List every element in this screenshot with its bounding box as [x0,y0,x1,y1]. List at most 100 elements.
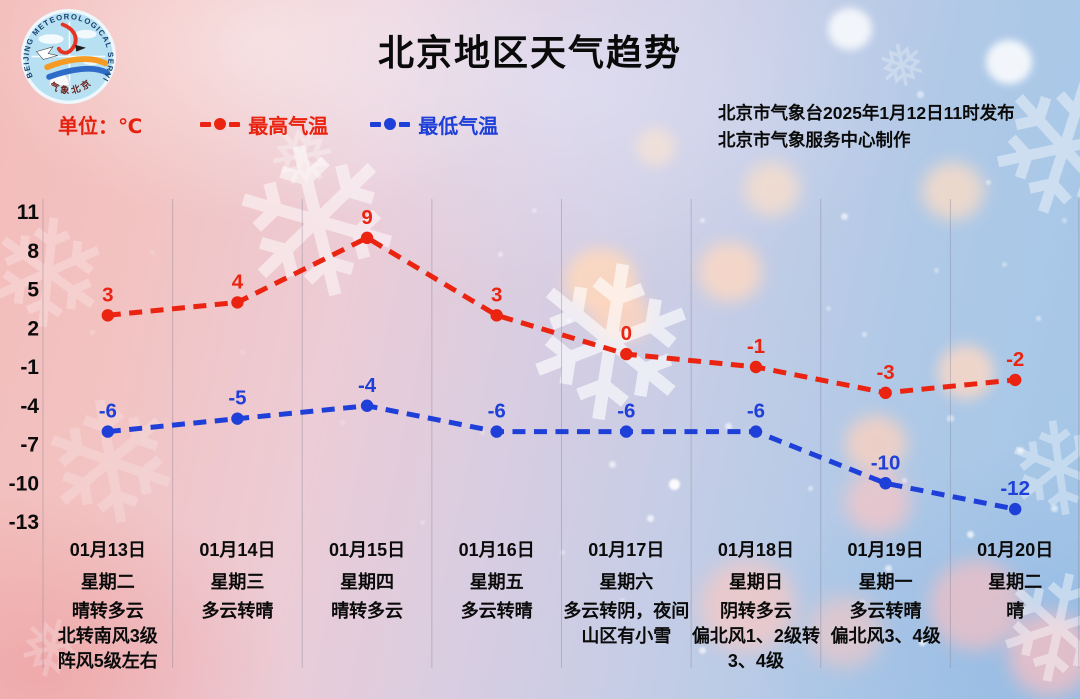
data-point [749,425,763,438]
red-dashed-line-icon [200,118,241,130]
column-date: 01月18日 [717,540,794,560]
weather-line: 偏北风1、2级转 [691,626,820,646]
bokeh-blob [565,248,637,314]
issued-info: 北京市气象台2025年1月12日11时发布 北京市气象服务中心制作 [718,100,1015,154]
bokeh-blob [698,242,762,302]
legend-label: 最低气温 [418,115,499,138]
column-weather: 多云转晴 [153,599,323,624]
weather-line: 晴 [1006,601,1025,621]
bokeh-blob [845,415,907,473]
series-line [107,234,1016,396]
y-tick-label: -13 [9,511,39,534]
data-point-label: -10 [871,451,901,474]
y-tick-label: 11 [17,201,40,224]
snowflake-icon: ❄ [0,184,120,366]
forecast-column: 01月18日 星期日 阴转多云 偏北风1、2级转 3、4级 [691,530,821,680]
bokeh-blob [636,128,676,166]
data-point-label: -6 [617,400,635,423]
bokeh-blob [922,162,984,220]
data-point [101,425,115,438]
column-weekday: 星期六 [599,572,654,592]
snowflake-icon: ❄ [24,359,198,571]
column-weather: 晴转多云北转南风3级 阵风5级左右 [23,599,193,674]
data-point-label: -3 [876,361,894,384]
snowflake-icon: ❄ [502,212,718,479]
data-point [360,399,374,412]
column-date: 01月14日 [199,540,276,560]
column-weather: 多云转晴偏北风3、4级 [801,599,971,649]
snowflake-icon: ❄ [978,534,1080,699]
forecast-column: 01月17日 星期六 多云转阴，夜间 山区有小雪 [562,530,692,680]
column-weekday: 星期四 [340,572,395,592]
data-point-label: -6 [747,400,765,423]
bokeh-blob [744,162,800,216]
weather-line: 多云转晴 [849,601,922,621]
data-point [879,386,892,400]
bokeh-blob [808,596,882,668]
data-point-label: -2 [1006,348,1024,371]
data-point [1008,373,1022,387]
column-weather: 多云转晴 [412,599,582,624]
weather-line: 多云转阴，夜间 [563,601,690,621]
data-point-label: 4 [232,270,244,293]
legend-item-low-temp: 最低气温 [370,110,498,139]
data-point [490,425,503,438]
column-weather: 多云转阴，夜间 山区有小雪 [542,599,712,649]
y-tick-label: -10 [9,472,39,495]
legend-label: 最高气温 [248,115,329,138]
weather-line: 阵风5级左右 [57,651,158,671]
data-point [620,347,633,361]
weather-line: 偏北风3、4级 [830,626,941,646]
column-date: 01月17日 [588,540,665,560]
data-point [1008,502,1022,516]
legend-item-high-temp: 最高气温 [200,110,328,139]
column-date: 01月19日 [847,540,924,560]
legend-row: 单位：℃ 最高气温 最低气温 [58,110,540,139]
forecast-column: 01月20日 星期二晴 [950,530,1080,680]
bokeh-blob [938,345,994,399]
column-weekday: 星期日 [728,572,783,592]
column-date: 01月15日 [329,540,406,560]
data-point [749,360,763,374]
column-weekday: 星期二 [988,572,1043,592]
snowflake-icon: ❄ [204,89,432,360]
column-weekday: 星期三 [210,572,265,592]
snow-dots [0,0,5,5]
data-point-label: 0 [621,322,632,345]
forecast-column: 01月13日 星期二晴转多云北转南风3级 阵风5级左右 [43,530,173,680]
data-point-label: -6 [488,400,506,423]
y-tick-label: 8 [27,240,39,263]
weather-line: 晴转多云 [71,601,144,621]
bokeh-blob [845,470,911,534]
data-point-label: 3 [102,283,113,306]
column-date: 01月13日 [69,540,146,560]
column-date: 01月20日 [977,540,1054,560]
y-tick-label: -7 [20,434,39,457]
issued-line-2: 北京市气象服务中心制作 [718,130,911,150]
series-line [107,403,1016,512]
data-point [360,231,374,245]
weather-line: 多云转晴 [201,601,274,621]
data-point [231,296,244,309]
column-weather: 晴 [930,599,1080,624]
y-tick-label: -1 [20,356,39,379]
data-point [490,309,503,322]
data-point-label: 3 [491,283,502,306]
bokeh-blob [592,288,650,342]
data-point [879,477,892,490]
data-point-label: 9 [361,206,372,229]
weather-line: 北转南风3级 [57,626,158,646]
bokeh-blob [1008,612,1080,696]
data-point-label: -12 [1000,477,1030,500]
y-tick-label: -4 [20,395,39,418]
data-point [620,425,633,438]
data-point [101,309,115,322]
column-weekday: 星期二 [80,572,135,592]
column-weekday: 星期一 [858,572,913,592]
snowflake-icon: ❄ [995,390,1080,550]
forecast-column: 01月14日 星期三多云转晴 [173,530,303,680]
data-point [231,412,244,425]
data-point-label: -6 [99,400,117,423]
bokeh-blob [700,560,796,652]
